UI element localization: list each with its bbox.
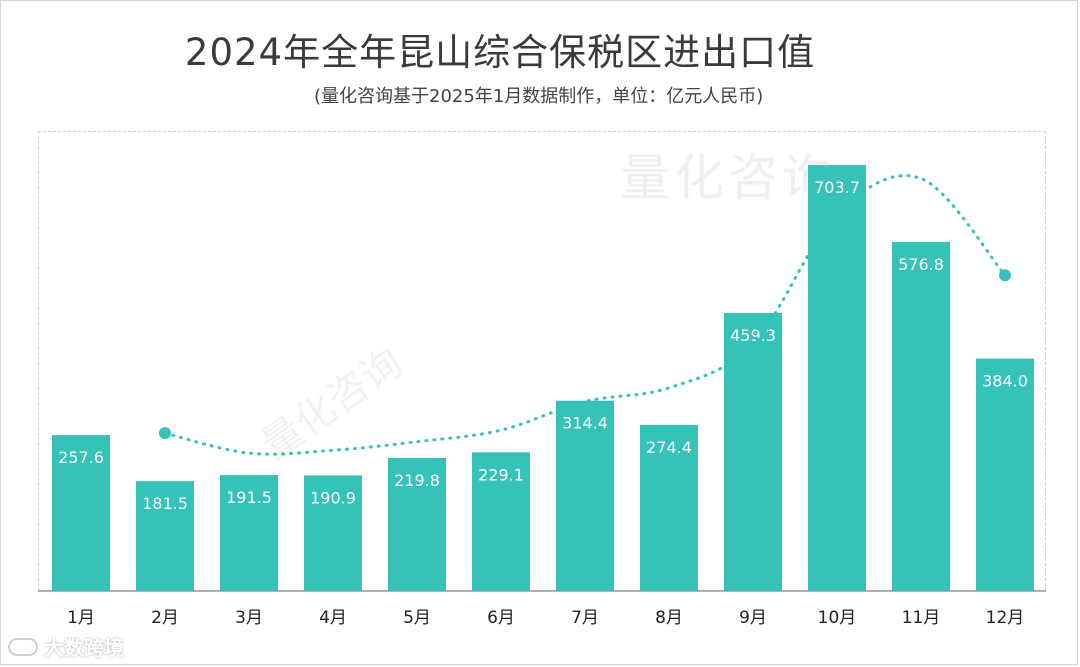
chart-subtitle: (量化咨询基于2025年1月数据制作，单位：亿元人民币) <box>314 86 764 107</box>
bar-value-label-6: 229.1 <box>478 465 524 484</box>
x-tick-label-4: 4月 <box>319 608 347 628</box>
trend-end-marker <box>999 269 1011 282</box>
bar-10 <box>808 165 866 592</box>
bar-12 <box>976 358 1034 591</box>
bar-value-label-12: 384.0 <box>982 372 1028 391</box>
bar-9 <box>724 313 782 591</box>
brand-logo-text: 大数跨境 <box>44 636 124 660</box>
bar-1 <box>52 435 110 591</box>
x-tick-label-3: 3月 <box>235 608 263 628</box>
bar-value-label-5: 219.8 <box>394 471 440 490</box>
bar-11 <box>892 241 950 591</box>
x-tick-label-9: 9月 <box>739 608 767 628</box>
bar-2 <box>136 481 194 591</box>
x-tick-label-7: 7月 <box>571 608 599 628</box>
bar-value-label-4: 190.9 <box>310 488 356 507</box>
x-tick-label-1: 1月 <box>67 608 95 628</box>
brand-logo: 大数跨境 <box>8 632 124 661</box>
x-tick-label-2: 2月 <box>151 608 179 628</box>
bar-value-label-7: 314.4 <box>562 414 608 433</box>
x-tick-label-6: 6月 <box>487 608 515 628</box>
bar-value-label-10: 703.7 <box>814 178 860 197</box>
x-tick-label-12: 12月 <box>986 608 1025 628</box>
bar-4 <box>304 475 362 591</box>
x-tick-label-11: 11月 <box>902 608 941 628</box>
bar-value-label-8: 274.4 <box>646 438 692 457</box>
bar-value-label-1: 257.6 <box>58 448 104 467</box>
x-tick-label-5: 5月 <box>403 608 431 628</box>
logo-mark-icon <box>8 637 38 656</box>
bar-6 <box>472 452 530 591</box>
bar-value-label-2: 181.5 <box>142 494 188 513</box>
x-tick-label-10: 10月 <box>818 608 857 628</box>
bar-8 <box>640 424 698 591</box>
trend-line <box>163 174 1007 456</box>
bar-value-label-9: 459.3 <box>730 326 776 345</box>
x-tick-label-8: 8月 <box>655 608 683 628</box>
trend-start-marker <box>159 427 171 440</box>
watermark-text: 量化咨询 <box>620 149 836 207</box>
chart-title: 2024年全年昆山综合保税区进出口值 <box>184 31 816 74</box>
bar-3 <box>220 475 278 591</box>
bar-value-label-3: 191.5 <box>226 488 272 507</box>
bar-7 <box>556 400 614 591</box>
bar-5 <box>388 457 446 591</box>
bar-value-label-11: 576.8 <box>898 255 944 274</box>
